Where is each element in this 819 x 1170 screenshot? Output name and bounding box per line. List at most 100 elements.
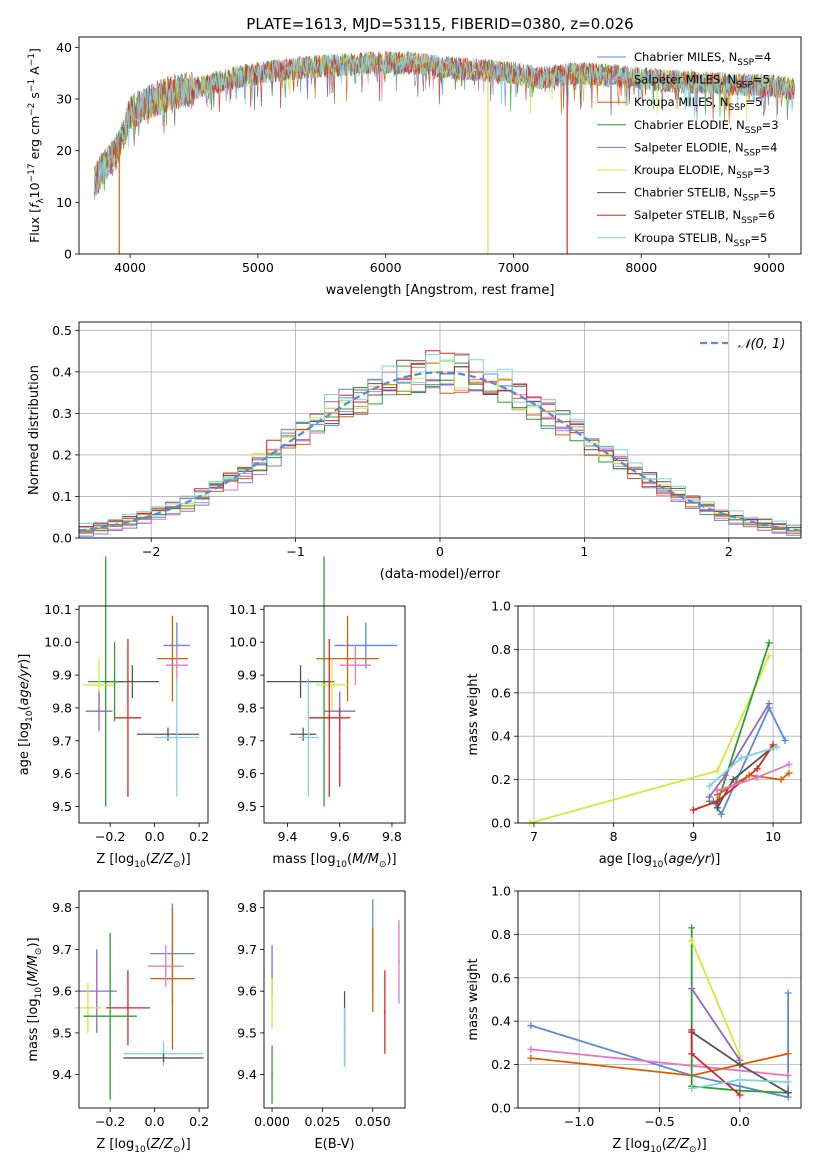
label-part: 10	[34, 987, 44, 999]
axes-frame	[263, 605, 406, 824]
weight-marker	[688, 985, 696, 993]
data-point	[98, 710, 100, 713]
label-part: Z/Z	[150, 1137, 174, 1152]
y-tick-label: 9.4	[52, 1067, 72, 1082]
data-point	[271, 969, 273, 972]
y-axis-label: mass weight	[466, 673, 481, 755]
panel-age_vs_Z: −0.2 0.0 0.29.59.69.79.89.910.010.1Z [log1…	[17, 556, 209, 870]
x-tick-label: −1	[286, 544, 304, 559]
weight-marker	[765, 639, 773, 647]
data-point	[171, 657, 174, 660]
label-part: ]	[27, 48, 42, 53]
data-point	[127, 716, 129, 719]
x-tick-label: 9.4	[278, 829, 298, 844]
x-tick-label: 9	[689, 829, 697, 844]
data-point	[171, 977, 174, 980]
y-tick-label: 10	[56, 195, 72, 210]
x-tick-label: 9.8	[382, 829, 402, 844]
x-tick-label: −0.5	[644, 1114, 674, 1129]
legend-entry: 𝒩(0, 1)	[738, 337, 785, 352]
histogram-series	[79, 354, 801, 526]
weight-marker	[785, 760, 793, 768]
weight-series-line	[712, 705, 786, 817]
label-part: Kroupa STELIB, N	[634, 231, 734, 245]
weight-marker	[688, 1084, 696, 1092]
legend-entry: Chabrier STELIB, NSSP=5	[634, 186, 776, 204]
data-point	[330, 684, 333, 686]
y-tick-label: 9.5	[237, 1025, 257, 1040]
data-point	[127, 1006, 129, 1009]
label-part: M/M	[26, 955, 41, 982]
x-axis-label: Z [log10(Z/Z⊙)]	[96, 1137, 190, 1155]
x-axis-label: mass [log10(M/M⊙)]	[272, 852, 396, 870]
label-part: )]	[181, 1137, 191, 1152]
x-tick-label: 0.050	[355, 1114, 391, 1129]
y-tick-label: 0.0	[491, 1101, 511, 1116]
weight-marker	[705, 782, 713, 790]
label-part: =5	[745, 95, 762, 109]
data-point	[398, 961, 400, 963]
label-part: (	[347, 852, 352, 867]
weight-marker	[688, 1026, 696, 1034]
label-part: 10	[134, 860, 146, 870]
weight-marker	[689, 806, 697, 814]
y-tick-label: 0.6	[491, 685, 511, 700]
y-tick-label: 9.6	[52, 766, 72, 781]
y-tick-label: 1.0	[491, 599, 511, 614]
data-point	[109, 1015, 112, 1018]
label-part: s	[27, 92, 42, 103]
legend-entry: Kroupa STELIB, NSSP=5	[634, 231, 767, 249]
weight-series-line	[690, 988, 741, 1061]
weight-series-line	[693, 744, 774, 811]
y-axis-label: Normed distribution	[27, 365, 42, 495]
y-tick-label: 9.8	[237, 700, 257, 715]
x-axis-label: Z [log10(Z/Z⊙)]	[96, 852, 190, 870]
weight-marker	[765, 652, 773, 660]
data-point	[167, 733, 169, 736]
data-point	[271, 1073, 273, 1076]
x-tick-label: 4000	[114, 260, 146, 275]
label-part: Z [log	[96, 852, 134, 867]
label-part: 10	[336, 860, 348, 870]
y-tick-label: 20	[56, 143, 72, 158]
y-axis-label: age [log10(age/yr)]	[17, 654, 35, 776]
weight-marker	[527, 1022, 535, 1030]
panel-mass_vs_Z: −0.2 0.0 0.29.49.59.69.79.8Z [log10(Z/Z⊙)]…	[26, 890, 209, 1155]
label-part: Salpeter MILES, N	[634, 73, 736, 87]
label-part: Chabrier STELIB, N	[634, 186, 742, 200]
label-part: −17	[27, 163, 37, 182]
panel-spectrum: 4000 5000 6000 7000 8000 9000 0 10 20 30 40 Chabrie…	[27, 36, 802, 298]
label-part: SSP	[729, 103, 746, 113]
data-point	[95, 990, 98, 993]
figure-title: PLATE=1613, MJD=53115, FIBERID=0380, z=0…	[246, 15, 633, 33]
y-tick-label: 0.0	[491, 816, 511, 831]
weight-marker	[777, 776, 785, 784]
y-tick-label: 9.6	[237, 766, 257, 781]
y-tick-label: 30	[56, 92, 72, 107]
weight-marker	[713, 804, 721, 812]
histogram-series	[79, 350, 801, 527]
panel-age_vs_mass: 9.4 9.6 9.8 9.5 9.6 9.7 9.8 9.9 10.0 10.1 mass [lo…	[229, 556, 406, 870]
y-tick-label: 9.8	[52, 700, 72, 715]
label-part: =6	[758, 208, 775, 222]
weight-marker	[713, 767, 721, 775]
label-part: f	[27, 202, 42, 208]
weight-marker	[753, 773, 761, 781]
y-tick-label: 40	[56, 40, 72, 55]
data-point	[299, 680, 302, 683]
y-tick-label: 10.0	[44, 635, 72, 650]
weight-marker	[736, 1091, 744, 1099]
label-part: mass [log	[26, 998, 41, 1061]
data-point	[86, 1006, 89, 1009]
weight-marker	[688, 924, 696, 932]
label-part: Z/Z	[150, 852, 174, 867]
label-part: Salpeter STELIB, N	[634, 208, 741, 222]
label-part: Z/Z	[666, 1137, 690, 1152]
data-point	[338, 746, 341, 749]
label-part: Salpeter ELODIE, N	[634, 140, 744, 154]
legend-entry: Chabrier MILES, NSSP=4	[634, 50, 771, 68]
label-part: M/M	[352, 852, 379, 867]
charts-layer: 4000 5000 6000 7000 8000 9000010203040Chabrie…	[17, 36, 802, 1155]
data-point	[307, 736, 310, 739]
